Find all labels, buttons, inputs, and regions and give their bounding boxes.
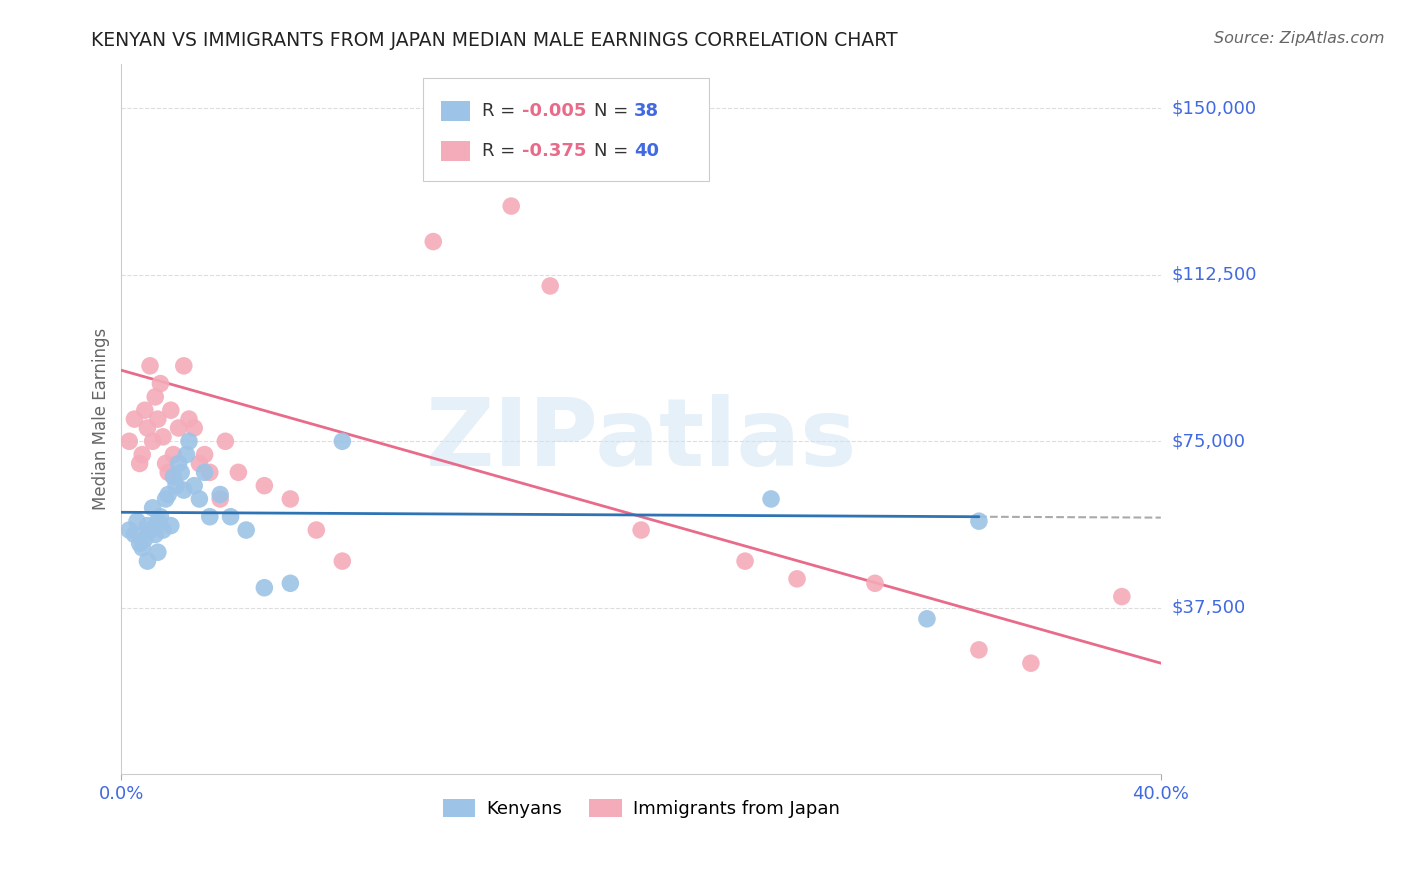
Point (1111, 590, 1133, 604)
Point (131, 541, 153, 555)
Text: Source: ZipAtlas.com: Source: ZipAtlas.com (1215, 31, 1385, 46)
Point (124, 527, 146, 541)
Point (183, 478, 205, 492)
Point (177, 412, 200, 426)
Point (194, 466, 217, 480)
Point (134, 532, 156, 546)
Point (125, 514, 148, 528)
Text: N =: N = (595, 142, 634, 160)
Point (146, 545, 169, 559)
Point (124, 412, 146, 426)
Point (136, 518, 159, 533)
Point (330, 554, 353, 568)
FancyBboxPatch shape (440, 141, 470, 161)
Point (167, 421, 190, 435)
Point (134, 403, 156, 417)
Point (228, 466, 250, 480)
Point (253, 581, 276, 595)
Point (159, 518, 181, 533)
Text: R =: R = (482, 142, 522, 160)
Text: 38: 38 (634, 102, 659, 120)
Point (143, 527, 166, 541)
Point (967, 514, 990, 528)
Point (155, 491, 177, 506)
Point (538, 279, 561, 293)
Legend: Kenyans, Immigrants from Japan: Kenyans, Immigrants from Japan (436, 792, 846, 825)
Point (422, 235, 444, 249)
Point (734, 554, 756, 568)
Text: -0.375: -0.375 (522, 142, 586, 160)
Point (214, 434, 236, 449)
Point (149, 376, 172, 391)
Point (915, 612, 938, 626)
Point (280, 491, 302, 506)
Point (143, 390, 166, 404)
Point (863, 576, 886, 591)
Text: $112,500: $112,500 (1173, 266, 1257, 284)
Text: -0.005: -0.005 (522, 102, 586, 120)
Point (118, 434, 141, 449)
Point (173, 483, 195, 497)
Point (786, 572, 808, 586)
Text: $75,000: $75,000 (1173, 433, 1246, 450)
Point (188, 457, 211, 471)
Text: $37,500: $37,500 (1173, 599, 1246, 616)
Point (330, 434, 353, 449)
Point (177, 434, 200, 449)
Point (253, 478, 276, 492)
Point (176, 448, 198, 462)
Point (183, 421, 205, 435)
Point (1019, 656, 1042, 670)
Text: R =: R = (482, 102, 522, 120)
Point (235, 523, 257, 537)
Point (162, 448, 184, 462)
Text: KENYAN VS IMMIGRANTS FROM JAPAN MEDIAN MALE EARNINGS CORRELATION CHART: KENYAN VS IMMIGRANTS FROM JAPAN MEDIAN M… (91, 31, 898, 50)
Text: ZIPatlas: ZIPatlas (426, 394, 856, 486)
Point (118, 523, 141, 537)
Point (280, 576, 302, 591)
Point (157, 487, 180, 501)
Point (165, 478, 187, 492)
Point (198, 466, 221, 480)
Point (152, 523, 174, 537)
Point (139, 359, 162, 373)
Point (136, 554, 159, 568)
Point (759, 491, 782, 506)
Point (209, 487, 232, 501)
Point (157, 466, 180, 480)
Point (152, 430, 174, 444)
Point (149, 509, 172, 524)
Point (170, 466, 193, 480)
Point (173, 359, 195, 373)
Text: 40: 40 (634, 142, 659, 160)
Point (198, 509, 221, 524)
Point (159, 403, 181, 417)
FancyBboxPatch shape (440, 101, 470, 120)
Point (305, 523, 328, 537)
Point (136, 421, 159, 435)
Point (128, 536, 150, 550)
Point (194, 448, 217, 462)
Text: N =: N = (595, 102, 634, 120)
Point (131, 448, 153, 462)
Text: $150,000: $150,000 (1173, 99, 1257, 118)
Point (162, 470, 184, 484)
Point (139, 523, 162, 537)
Point (501, 199, 523, 213)
Y-axis label: Median Male Earnings: Median Male Earnings (93, 328, 110, 510)
Point (142, 500, 165, 515)
Point (146, 412, 169, 426)
Point (188, 491, 211, 506)
Point (128, 457, 150, 471)
Point (142, 434, 165, 449)
Point (155, 457, 177, 471)
FancyBboxPatch shape (423, 78, 709, 181)
Point (630, 523, 652, 537)
Point (167, 457, 190, 471)
Point (967, 643, 990, 657)
Point (219, 509, 242, 524)
Point (146, 514, 169, 528)
Point (209, 491, 232, 506)
